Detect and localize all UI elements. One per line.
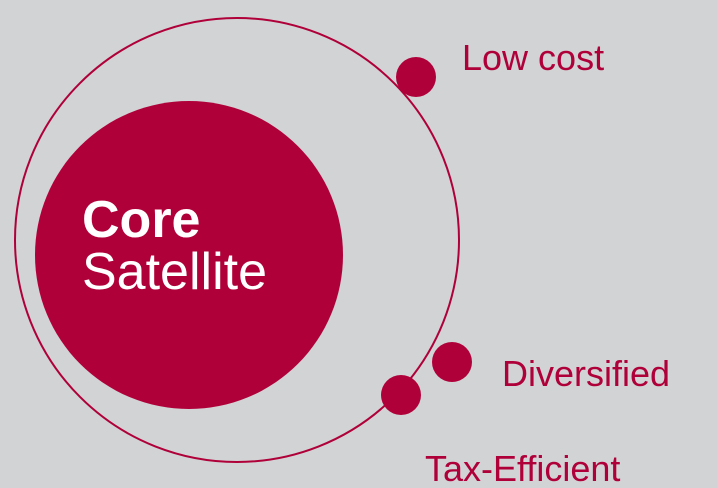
satellite-dot-low-cost: [396, 57, 436, 97]
core-circle: [35, 101, 343, 409]
core-title-bold: Core: [82, 191, 201, 249]
core-title-light: Satellite: [82, 243, 267, 301]
satellite-label-tax-efficient: Tax-Efficient: [425, 448, 621, 488]
satellite-label-low-cost: Low cost: [462, 37, 605, 78]
satellite-dot-diversified: [432, 342, 472, 382]
satellite-dot-tax-efficient: [381, 375, 421, 415]
satellite-label-diversified: Diversified: [502, 353, 671, 394]
orbit-ring: [14, 17, 460, 463]
